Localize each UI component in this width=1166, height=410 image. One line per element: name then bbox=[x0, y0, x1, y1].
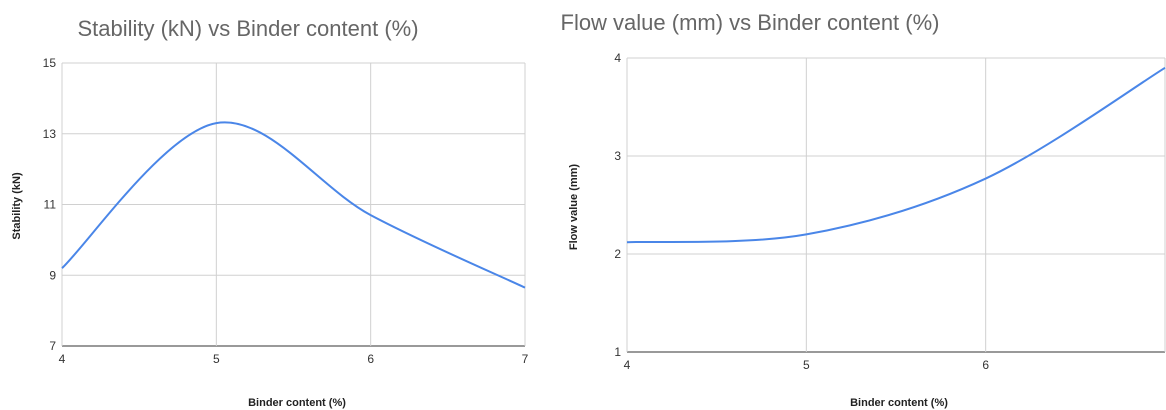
stability-x-axis-label: Binder content (%) bbox=[248, 397, 346, 409]
stability-x-tick-label: 5 bbox=[213, 352, 220, 366]
flow-series-line bbox=[626, 66, 1166, 244]
flow-y-tick-label: 4 bbox=[614, 51, 621, 65]
flow-y-tick-label: 3 bbox=[614, 149, 621, 163]
flow-x-tick-label: 4 bbox=[624, 358, 631, 372]
stability-y-tick-label: 7 bbox=[49, 339, 56, 353]
stability-gridlines bbox=[61, 62, 526, 347]
stability-y-tick-label: 9 bbox=[49, 268, 56, 282]
flow-x-tick-label: 6 bbox=[982, 358, 989, 372]
flow-chart-title: Flow value (mm) vs Binder content (%) bbox=[561, 10, 940, 35]
flow-y-tick-label: 2 bbox=[614, 247, 621, 261]
stability-y-tick-label: 13 bbox=[43, 127, 57, 141]
stability-x-tick-label: 7 bbox=[522, 352, 529, 366]
stability-ticks: 7 9 11 13 15 4 5 6 7 bbox=[43, 56, 529, 366]
stability-chart-title: Stability (kN) vs Binder content (%) bbox=[77, 16, 418, 41]
flow-y-tick-label: 1 bbox=[614, 345, 621, 359]
flow-x-axis-label: Binder content (%) bbox=[850, 397, 948, 409]
flow-y-axis-label: Flow value (mm) bbox=[568, 164, 580, 251]
stability-y-axis-label: Stability (kN) bbox=[11, 172, 23, 240]
stability-y-tick-label: 15 bbox=[43, 56, 57, 70]
stability-y-tick-label: 11 bbox=[44, 198, 57, 212]
stability-x-tick-label: 6 bbox=[367, 352, 374, 366]
flow-gridlines bbox=[626, 57, 1166, 353]
flow-chart: Flow value (mm) vs Binder content (%) 1 2… bbox=[561, 10, 1166, 409]
flow-x-tick-label: 5 bbox=[803, 358, 810, 372]
stability-x-tick-label: 4 bbox=[59, 352, 66, 366]
flow-ticks: 1 2 3 4 4 5 6 bbox=[614, 51, 989, 372]
stability-chart: Stability (kN) vs Binder content (%) 7 9 1… bbox=[11, 16, 529, 409]
stability-series-line bbox=[61, 121, 526, 289]
